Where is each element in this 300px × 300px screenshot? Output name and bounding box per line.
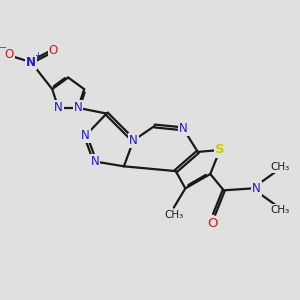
- Text: N: N: [252, 182, 261, 195]
- Text: −: −: [0, 43, 7, 53]
- Text: CH₃: CH₃: [271, 162, 290, 172]
- Text: CH₃: CH₃: [164, 210, 183, 220]
- Text: N: N: [74, 101, 82, 114]
- Text: CH₃: CH₃: [271, 205, 290, 214]
- Text: +: +: [34, 51, 41, 60]
- Text: O: O: [207, 218, 217, 230]
- Text: S: S: [215, 143, 225, 157]
- Text: O: O: [49, 44, 58, 57]
- Text: N: N: [81, 129, 90, 142]
- Text: O: O: [4, 48, 14, 61]
- Text: N: N: [129, 134, 138, 147]
- Text: N: N: [179, 122, 188, 135]
- Text: N: N: [26, 56, 36, 69]
- Text: N: N: [91, 155, 99, 168]
- Text: N: N: [54, 101, 63, 114]
